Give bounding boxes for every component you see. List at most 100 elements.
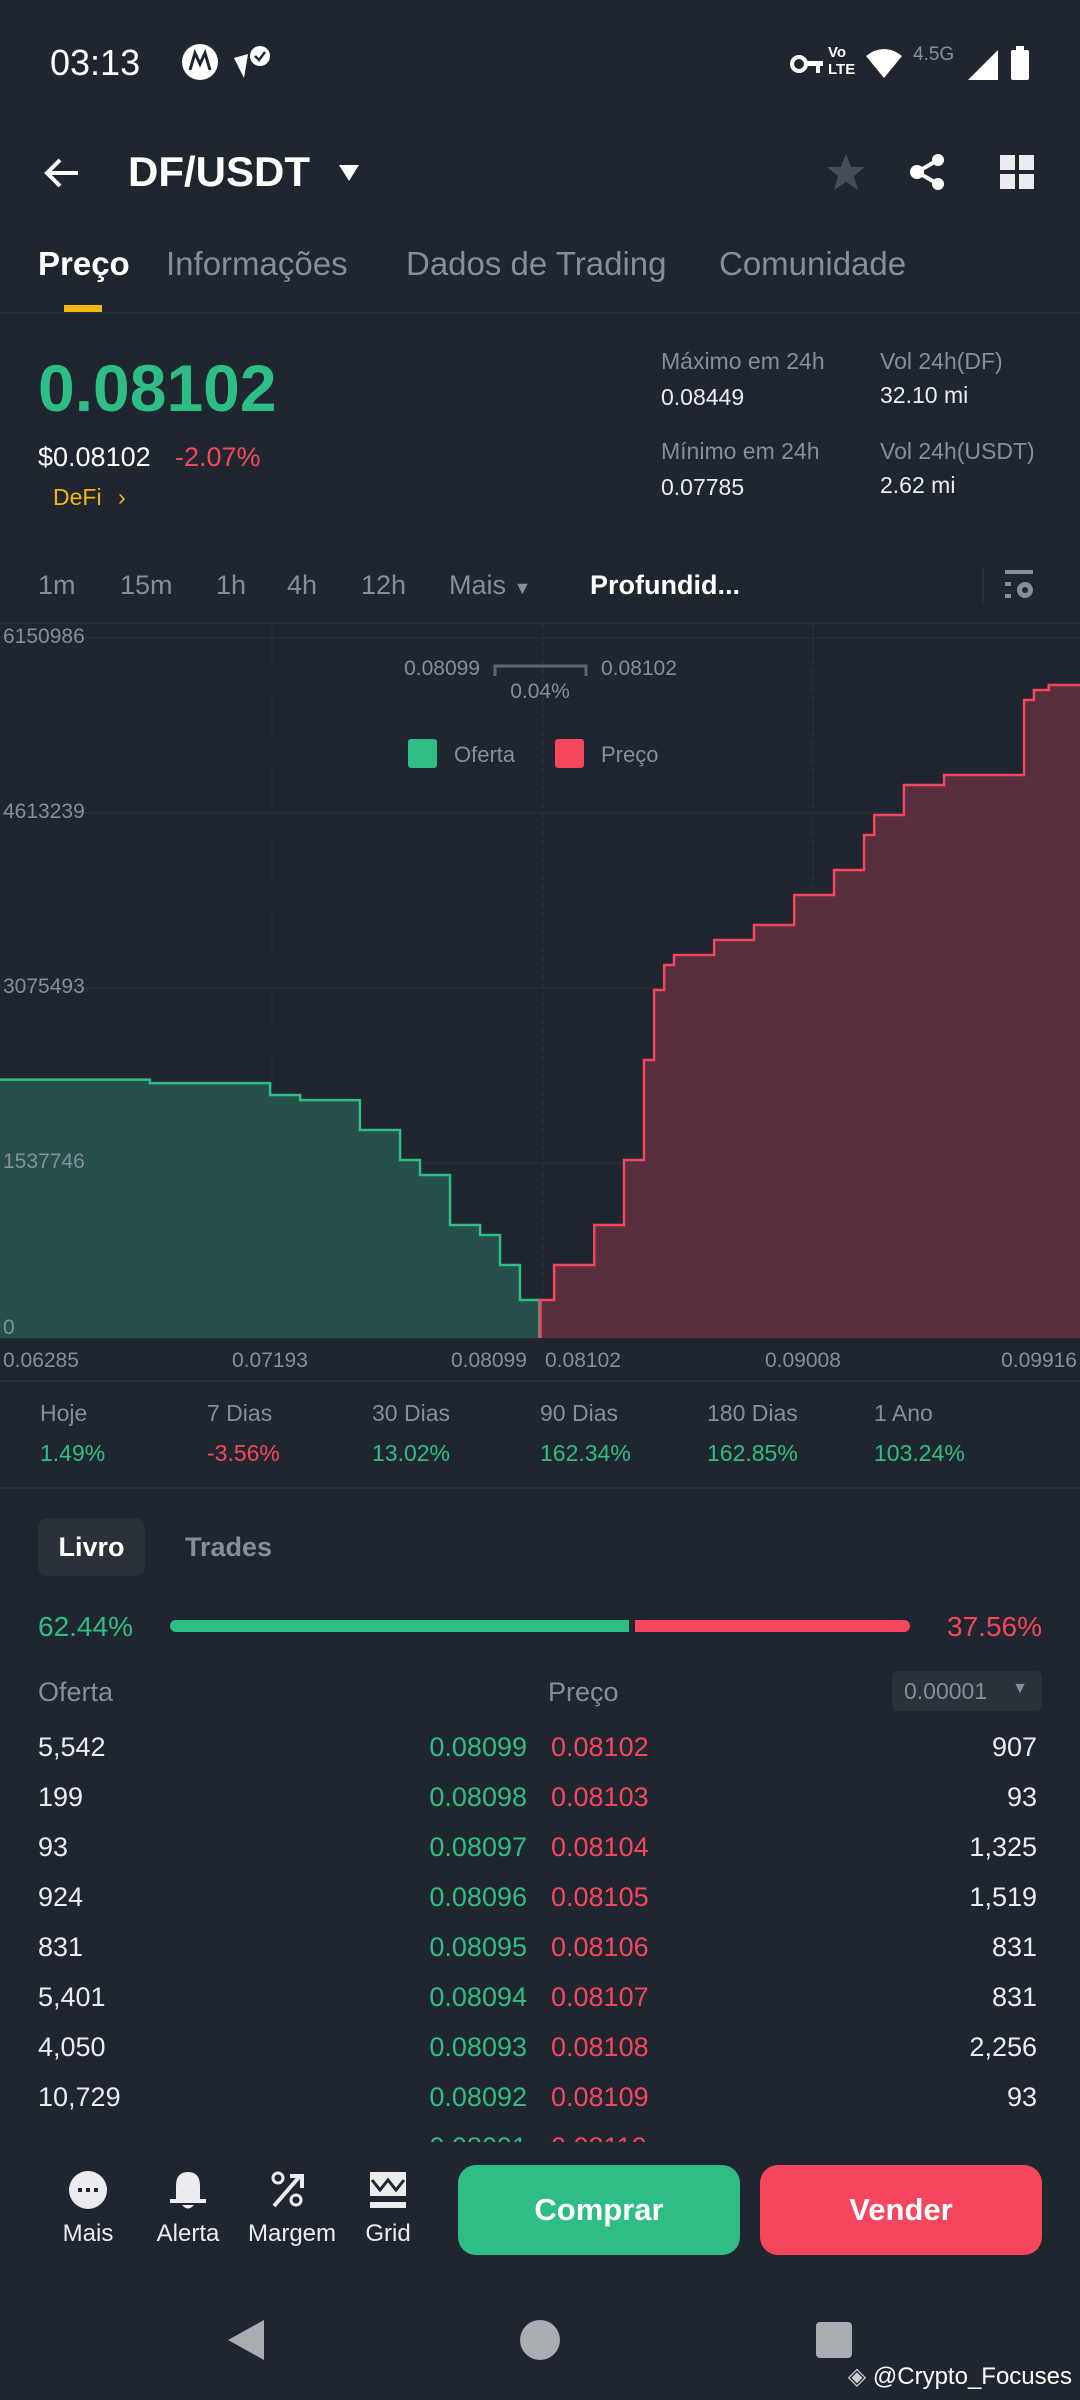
favorite-star-icon[interactable] [826, 152, 866, 192]
interval-1h[interactable]: 1h [216, 570, 247, 600]
ask-price: 0.08106 [551, 1932, 649, 1962]
ask-quantity: 1,519 [969, 1882, 1037, 1912]
pair-title[interactable]: DF/USDT [128, 148, 310, 195]
y-tick-label: 0 [3, 1316, 15, 1339]
margin-label: Margem [248, 2220, 337, 2247]
active-tab-indicator [64, 305, 102, 312]
performance-label: 1 Ano [874, 1400, 933, 1426]
wifi-icon [866, 49, 902, 78]
usd-price: $0.08102 [38, 442, 151, 472]
interval-15m[interactable]: 15m [120, 570, 173, 600]
pair-dropdown-icon[interactable] [337, 163, 361, 183]
order-book-row[interactable]: 5,542 0.08099 0.08102 907 [0, 1722, 1080, 1772]
interval-more[interactable]: Mais ▼ [449, 570, 531, 601]
vol-quote-label: Vol 24h(USDT) [880, 438, 1035, 464]
last-price: 0.08102 [38, 351, 277, 425]
order-book-row[interactable]: 4,050 0.08093 0.08108 2,256 [0, 2022, 1080, 2072]
watermark-text: @Crypto_Focuses [872, 2363, 1072, 2390]
order-book-row[interactable]: 924 0.08096 0.08105 1,519 [0, 1872, 1080, 1922]
notification-check-icon [234, 46, 270, 78]
y-tick-label: 4613239 [3, 800, 85, 823]
category-tag[interactable]: DeFi › [53, 484, 126, 511]
grid-button[interactable]: Grid [348, 2170, 428, 2248]
tab-dados-de-trading[interactable]: Dados de Trading [406, 245, 667, 282]
tab-informacoes[interactable]: Informações [166, 245, 348, 282]
bid-ratio: 62.44% [38, 1611, 133, 1642]
legend-label: Preço [601, 742, 658, 767]
depth-chart[interactable]: 6150986 4613239 3075493 1537746 0 0.06285 0.07… [0, 624, 1080, 1374]
performance-value: -3.56% [207, 1440, 280, 1466]
buy-button[interactable]: Comprar [458, 2165, 740, 2255]
order-book-row[interactable]: 93 0.08097 0.08104 1,325 [0, 1822, 1080, 1872]
tab-livro[interactable]: Livro [38, 1518, 145, 1576]
y-tick-label: 6150986 [3, 625, 85, 648]
bid-price: 0.08093 [429, 2032, 527, 2062]
interval-12h[interactable]: 12h [361, 570, 407, 600]
precision-select[interactable]: 0.00001 ▼ [892, 1671, 1042, 1711]
grid-label: Grid [365, 2220, 411, 2247]
bid-price: 0.08098 [429, 1782, 527, 1812]
interval-depth[interactable]: Profundid... [590, 570, 740, 600]
ask-quantity: 2,256 [969, 2032, 1037, 2062]
share-icon[interactable] [908, 152, 948, 192]
ask-price: 0.08110 [551, 2132, 647, 2142]
ask-price: 0.08102 [551, 1732, 649, 1762]
bid-price: 0.08097 [429, 1832, 527, 1862]
more-button[interactable]: Mais [48, 2170, 128, 2248]
margin-button[interactable]: Margem [248, 2170, 336, 2248]
x-tick-label: 0.06285 [3, 1349, 79, 1372]
nav-home-icon[interactable] [518, 2318, 562, 2362]
bid-price: 0.08091 [429, 2132, 527, 2142]
order-book-row[interactable]: 10,729 0.08092 0.08109 93 [0, 2072, 1080, 2122]
bid-column-header: Oferta [38, 1677, 114, 1707]
tab-preco[interactable]: Preço [38, 245, 130, 282]
divider [0, 1487, 1080, 1489]
interval-4h[interactable]: 4h [287, 570, 318, 600]
network-type: 4.5G [913, 44, 955, 65]
order-book-row[interactable]: 199 0.08098 0.08103 93 [0, 1772, 1080, 1822]
category-tag-label: DeFi [53, 484, 102, 510]
signal-icon [968, 50, 998, 80]
chart-settings-icon[interactable] [1003, 568, 1035, 602]
watermark: ◈ @Crypto_Focuses [848, 2362, 1072, 2391]
spread-ask: 0.08102 [601, 657, 677, 680]
back-arrow-icon[interactable] [42, 155, 82, 191]
vol-base-label: Vol 24h(DF) [880, 348, 1003, 374]
nav-recents-icon[interactable] [814, 2320, 854, 2360]
bid-ratio-bar [170, 1620, 629, 1632]
performance-label: 90 Dias [540, 1400, 618, 1426]
y-tick-label: 3075493 [3, 975, 85, 998]
order-book-row[interactable]: 5,401 0.08094 0.08107 831 [0, 1972, 1080, 2022]
ask-price: 0.08104 [551, 1832, 649, 1862]
bid-price: 0.08099 [429, 1732, 527, 1762]
vol-quote-value: 2.62 mi [880, 472, 956, 498]
depth-line-ask [539, 683, 1080, 1338]
layout-grid-icon[interactable] [1000, 155, 1036, 191]
interval-more-label: Mais [449, 570, 507, 600]
bid-quantity: 5,401 [38, 1982, 106, 2012]
bid-quantity: 93 [38, 1832, 69, 1862]
caret-down-icon: ▼ [1012, 1680, 1028, 1697]
bid-price: 0.08092 [429, 2082, 527, 2112]
volte-indicator: Vo LTE [828, 44, 856, 78]
tab-trades[interactable]: Trades [185, 1532, 273, 1562]
status-time: 03:13 [50, 42, 141, 83]
tab-comunidade[interactable]: Comunidade [719, 245, 907, 282]
nav-back-icon[interactable] [226, 2318, 266, 2362]
sell-button[interactable]: Vender [760, 2165, 1042, 2255]
x-tick-label: 0.08099 [451, 1349, 527, 1372]
order-book-row[interactable]: 0.08091 0.08110 [0, 2122, 1080, 2142]
ask-price: 0.08107 [551, 1982, 649, 2012]
order-book-row[interactable]: 831 0.08095 0.08106 831 [0, 1922, 1080, 1972]
interval-1m[interactable]: 1m [38, 570, 76, 600]
ask-quantity: 1,325 [969, 1832, 1037, 1862]
performance-value: 162.34% [540, 1440, 631, 1466]
alert-label: Alerta [156, 2220, 220, 2247]
caret-down-icon: ▼ [513, 578, 532, 598]
alert-button[interactable]: Alerta [148, 2170, 228, 2248]
x-tick-label: 0.09916 [1001, 1349, 1077, 1372]
x-tick-label: 0.09008 [765, 1349, 841, 1372]
vpn-key-icon [790, 55, 823, 73]
bid-quantity: 924 [38, 1882, 84, 1912]
legend-label: Oferta [454, 742, 516, 767]
